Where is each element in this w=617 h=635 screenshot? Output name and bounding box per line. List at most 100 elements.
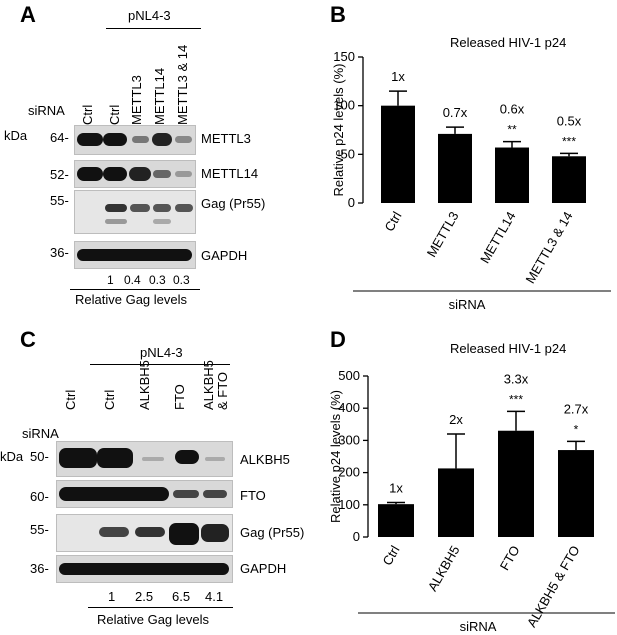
lane-label-a-2: Ctrl [107, 104, 122, 125]
category-label-3: METTL3 & 14 [523, 209, 576, 286]
chart-title: Released HIV-1 p24 [450, 341, 566, 356]
marker-c-2: 60- [30, 489, 49, 504]
blot-label-gapdh-a: GAPDH [201, 248, 248, 263]
bar-1 [438, 468, 474, 537]
construct-label-a: pNL4-3 [128, 8, 171, 23]
fold-label-1: 2x [449, 412, 463, 427]
blot-label-gag-a: Gag (Pr55) [201, 196, 266, 211]
bar-2 [498, 430, 534, 537]
lane-label-a-4: METTL14 [152, 67, 167, 125]
panel-letter-a: A [20, 2, 36, 27]
y-tick-label-2: 200 [338, 465, 360, 480]
lane-label-a-3: METTL3 [129, 75, 144, 125]
panel-letter-d: D [330, 327, 346, 352]
gag-value-c-1: 1 [108, 589, 116, 604]
gag-value-a-4: 0.3 [173, 273, 190, 287]
lane-label-a-5: METTL3 & 14 [175, 44, 190, 125]
marker-c-1: 50- [30, 449, 49, 464]
panel-letter-b: B [330, 2, 346, 27]
blot-strip-mettl14 [74, 160, 196, 188]
y-tick-label-1: 100 [338, 497, 360, 512]
blot-label-gag-c: Gag (Pr55) [240, 525, 305, 540]
blot-label-mettl14: METTL14 [201, 166, 259, 181]
category-label-1: ALKBH5 [425, 543, 463, 594]
bar-1 [438, 133, 472, 203]
gag-value-c-4: 4.1 [205, 589, 224, 604]
y-tick-label-0: 0 [348, 195, 355, 210]
y-tick-label-3: 300 [338, 432, 360, 447]
blot-strip-gapdh-c [56, 555, 233, 583]
fold-label-0: 1x [391, 69, 405, 84]
construct-line-a [106, 28, 201, 29]
y-tick-label-4: 400 [338, 400, 360, 415]
blot-strip-gag-a [74, 190, 196, 234]
panel-letter-c: C [20, 327, 36, 352]
significance-2: *** [509, 392, 523, 406]
fold-label-2: 0.6x [500, 102, 525, 117]
lane-label-c-2: Ctrl [102, 389, 117, 410]
y-axis-label: Relative p24 levels (%) [331, 64, 346, 197]
bar-2 [495, 147, 529, 203]
category-label-2: METTL14 [477, 209, 519, 266]
blot-label-alkbh5: ALKBH5 [240, 452, 290, 467]
y-tick-label-0: 0 [353, 529, 360, 544]
fold-label-3: 0.5x [557, 113, 582, 128]
y-tick-label-2: 100 [333, 98, 355, 113]
gag-value-a-3: 0.3 [149, 273, 166, 287]
significance-3: *** [562, 134, 576, 148]
blot-strip-gag-c [56, 514, 233, 552]
lane-label-c-6: & FTO [215, 371, 230, 410]
lane-label-c-5: ALKBH5 [201, 360, 216, 410]
gag-value-c-2: 2.5 [135, 589, 154, 604]
marker-a-2: 52- [50, 167, 69, 182]
fold-label-2: 3.3x [504, 371, 529, 386]
blot-label-fto: FTO [240, 488, 266, 503]
gag-value-a-1: 1 [107, 273, 114, 287]
kda-label-a: kDa [4, 128, 28, 143]
lane-label-c-4: FTO [172, 384, 187, 410]
x-axis-label: siRNA [449, 297, 486, 312]
marker-a-3: 55- [50, 193, 69, 208]
category-label-1: METTL3 [424, 209, 462, 260]
y-axis-label: Relative p24 levels (%) [328, 390, 343, 523]
sirna-label-a: siRNA [28, 103, 65, 118]
kda-label-c: kDa [0, 449, 24, 464]
sirna-label-c: siRNA [22, 426, 59, 441]
gag-value-a-2: 0.4 [124, 273, 141, 287]
blot-label-gapdh-c: GAPDH [240, 561, 287, 576]
bar-3 [558, 450, 594, 537]
bar-0 [381, 105, 415, 203]
gag-caption-c: Relative Gag levels [97, 612, 209, 627]
x-axis-label: siRNA [460, 619, 497, 634]
gag-value-c-3: 6.5 [172, 589, 191, 604]
bar-3 [552, 156, 586, 203]
lane-label-c-3: ALKBH5 [137, 360, 152, 410]
chart-d: Released HIV-1 p24 0 100 200 300 400 500 Relati… [328, 341, 615, 634]
lane-label-c-1: Ctrl [63, 389, 78, 410]
marker-c-4: 36- [30, 561, 49, 576]
marker-a-4: 36- [50, 245, 69, 260]
marker-a-1: 64- [50, 130, 69, 145]
fold-label-1: 0.7x [443, 105, 468, 120]
gag-line-c [88, 607, 233, 608]
chart-title: Released HIV-1 p24 [450, 35, 566, 50]
gag-line-a [70, 289, 200, 290]
blot-strip-fto [56, 480, 233, 508]
significance-3: * [574, 422, 579, 436]
fold-label-0: 1x [389, 481, 403, 496]
category-label-2: FTO [497, 543, 523, 573]
fold-label-3: 2.7x [564, 401, 589, 416]
construct-label-c: pNL4-3 [140, 345, 183, 360]
blot-strip-alkbh5 [56, 441, 233, 477]
y-tick-label-5: 500 [338, 368, 360, 383]
significance-2: ** [507, 123, 517, 137]
bar-0 [378, 504, 414, 537]
category-label-3: ALKBH5 & FTO [524, 543, 583, 630]
category-label-0: Ctrl [381, 209, 404, 234]
blot-strip-gapdh-a [74, 241, 196, 269]
marker-c-3: 55- [30, 522, 49, 537]
blot-label-mettl3: METTL3 [201, 131, 251, 146]
category-label-0: Ctrl [379, 543, 402, 568]
construct-line-c [90, 364, 230, 365]
